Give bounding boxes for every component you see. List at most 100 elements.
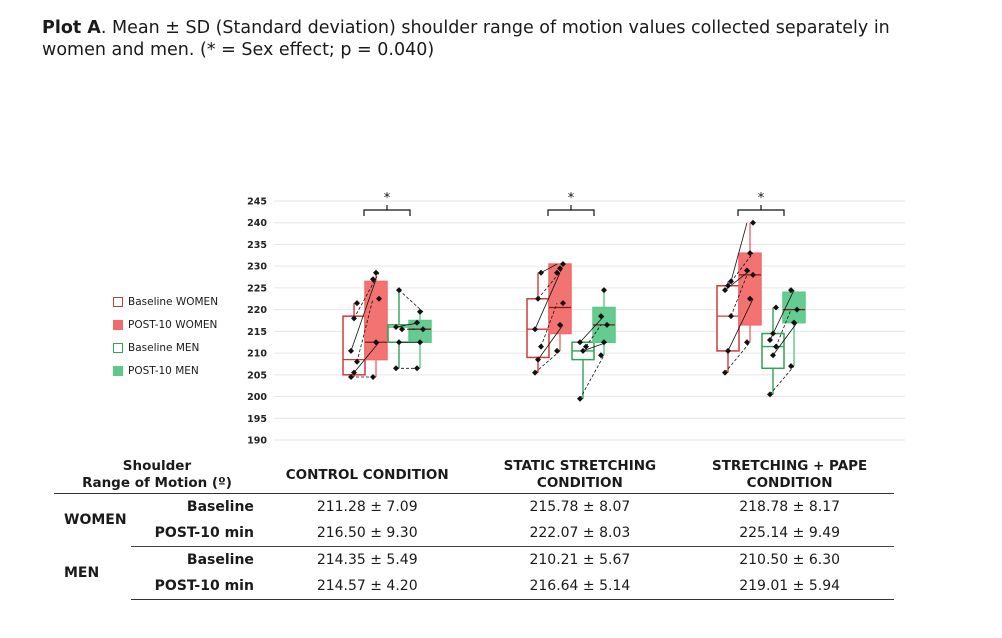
table-cell: 215.78 ± 8.07 (474, 493, 686, 520)
pair-line (350, 279, 377, 352)
table-cell: 216.50 ± 9.30 (316, 525, 418, 541)
data-point (577, 395, 583, 402)
legend-label: POST-10 MEN (128, 364, 199, 377)
data-point (376, 295, 382, 302)
summary-table: Shoulder Range of Motion (º) CONTROL CON… (54, 457, 894, 600)
box (761, 332, 785, 370)
legend-swatch-baseline-women (113, 296, 123, 307)
pair-line (534, 350, 561, 373)
table-cell: 214.35 ± 5.49 (259, 546, 475, 573)
data-point (348, 347, 354, 354)
data-point (750, 271, 756, 278)
data-point (396, 287, 402, 294)
column-header: CONTROL CONDITION (285, 466, 449, 483)
y-tick-label: 230 (247, 262, 267, 273)
y-tick-label: 215 (247, 327, 267, 338)
significance-bracket (363, 209, 411, 216)
legend-label: POST-10 WOMEN (128, 318, 218, 331)
data-point (722, 287, 728, 294)
box (342, 315, 366, 376)
legend-label: Baseline MEN (128, 341, 200, 354)
data-point (722, 369, 728, 376)
legend-swatch-post-women (113, 319, 123, 330)
y-tick-label: 220 (247, 305, 267, 316)
data-point (417, 339, 423, 346)
y-tick-label: 195 (247, 414, 267, 425)
data-point (557, 321, 563, 328)
pair-line (398, 289, 424, 313)
table-row: MEN Baseline 214.35 ± 5.49 210.21 ± 5.67… (54, 546, 894, 581)
data-point (773, 343, 779, 350)
data-point (414, 319, 420, 326)
pair-line (585, 324, 602, 347)
y-tick-label: 190 (247, 436, 267, 447)
significance-marker: * (758, 191, 765, 206)
significance-bracket (737, 209, 785, 216)
data-point (770, 352, 776, 359)
data-point (396, 339, 402, 346)
table-cell: 211.28 ± 7.09 (259, 493, 475, 520)
table-cell: 216.64 ± 5.14 (474, 573, 686, 600)
pair-line (353, 272, 380, 319)
pair-line (724, 341, 751, 373)
figure-caption: Plot A. Mean ± SD (Standard deviation) s… (42, 17, 902, 61)
data-point (747, 250, 753, 257)
data-point (373, 269, 379, 276)
data-point (420, 326, 426, 333)
box (364, 280, 388, 361)
data-point (767, 391, 773, 398)
chart-legend: Baseline WOMEN POST-10 WOMEN Baseline ME… (113, 290, 218, 382)
table-cell: 210.50 ± 6.30 (685, 546, 894, 573)
data-point (554, 269, 560, 276)
caption-text: . Mean ± SD (Standard deviation) shoulde… (42, 18, 890, 60)
column-header: STRETCHING + PAPE CONDITION (711, 458, 868, 491)
box (782, 291, 806, 324)
legend-label: Baseline WOMEN (128, 295, 219, 308)
legend-item-post-men: POST-10 MEN (113, 359, 218, 382)
y-tick-label: 200 (247, 392, 267, 403)
data-point (351, 315, 357, 322)
data-point (725, 282, 731, 289)
data-point (370, 373, 376, 380)
legend-item-baseline-women: Baseline WOMEN (113, 290, 218, 313)
data-point (601, 339, 607, 346)
table-row: POST-10 min 214.57 ± 4.20 216.64 ± 5.14 … (54, 573, 894, 600)
data-point (417, 308, 423, 315)
data-point (348, 373, 354, 380)
row-label: Baseline (130, 493, 260, 520)
legend-swatch-post-men (113, 365, 123, 376)
pair-line (579, 315, 605, 343)
data-point (577, 339, 583, 346)
data-point (773, 304, 779, 311)
data-point (767, 337, 773, 344)
data-point (747, 295, 753, 302)
pair-line (540, 263, 558, 274)
y-tick-label: 205 (247, 370, 267, 381)
y-tick-label: 235 (247, 240, 267, 251)
legend-item-baseline-men: Baseline MEN (113, 336, 218, 359)
table-header-row: Shoulder Range of Motion (º) CONTROL CON… (54, 457, 894, 494)
pair-line (540, 302, 558, 347)
data-point (351, 369, 357, 376)
data-point (744, 267, 750, 274)
significance-marker: * (384, 191, 391, 206)
table-cell: 225.14 ± 9.49 (739, 525, 841, 541)
data-point (725, 347, 731, 354)
data-point (557, 265, 563, 272)
data-point (728, 278, 734, 285)
data-point (583, 343, 589, 350)
data-point (744, 339, 750, 346)
data-point (535, 356, 541, 363)
table-cell: 218.78 ± 8.17 (685, 493, 894, 520)
data-point (580, 347, 586, 354)
group-label-men: MEN (64, 565, 100, 581)
table-cell: 219.01 ± 5.94 (685, 573, 894, 600)
data-point (791, 319, 797, 326)
data-point (750, 219, 756, 226)
group-label-women: WOMEN (54, 493, 131, 547)
pair-line (769, 365, 795, 395)
legend-swatch-baseline-men (113, 342, 123, 353)
table-cell: 210.21 ± 5.67 (474, 546, 686, 573)
box (738, 252, 762, 326)
legend-item-post-women: POST-10 WOMEN (113, 313, 218, 336)
